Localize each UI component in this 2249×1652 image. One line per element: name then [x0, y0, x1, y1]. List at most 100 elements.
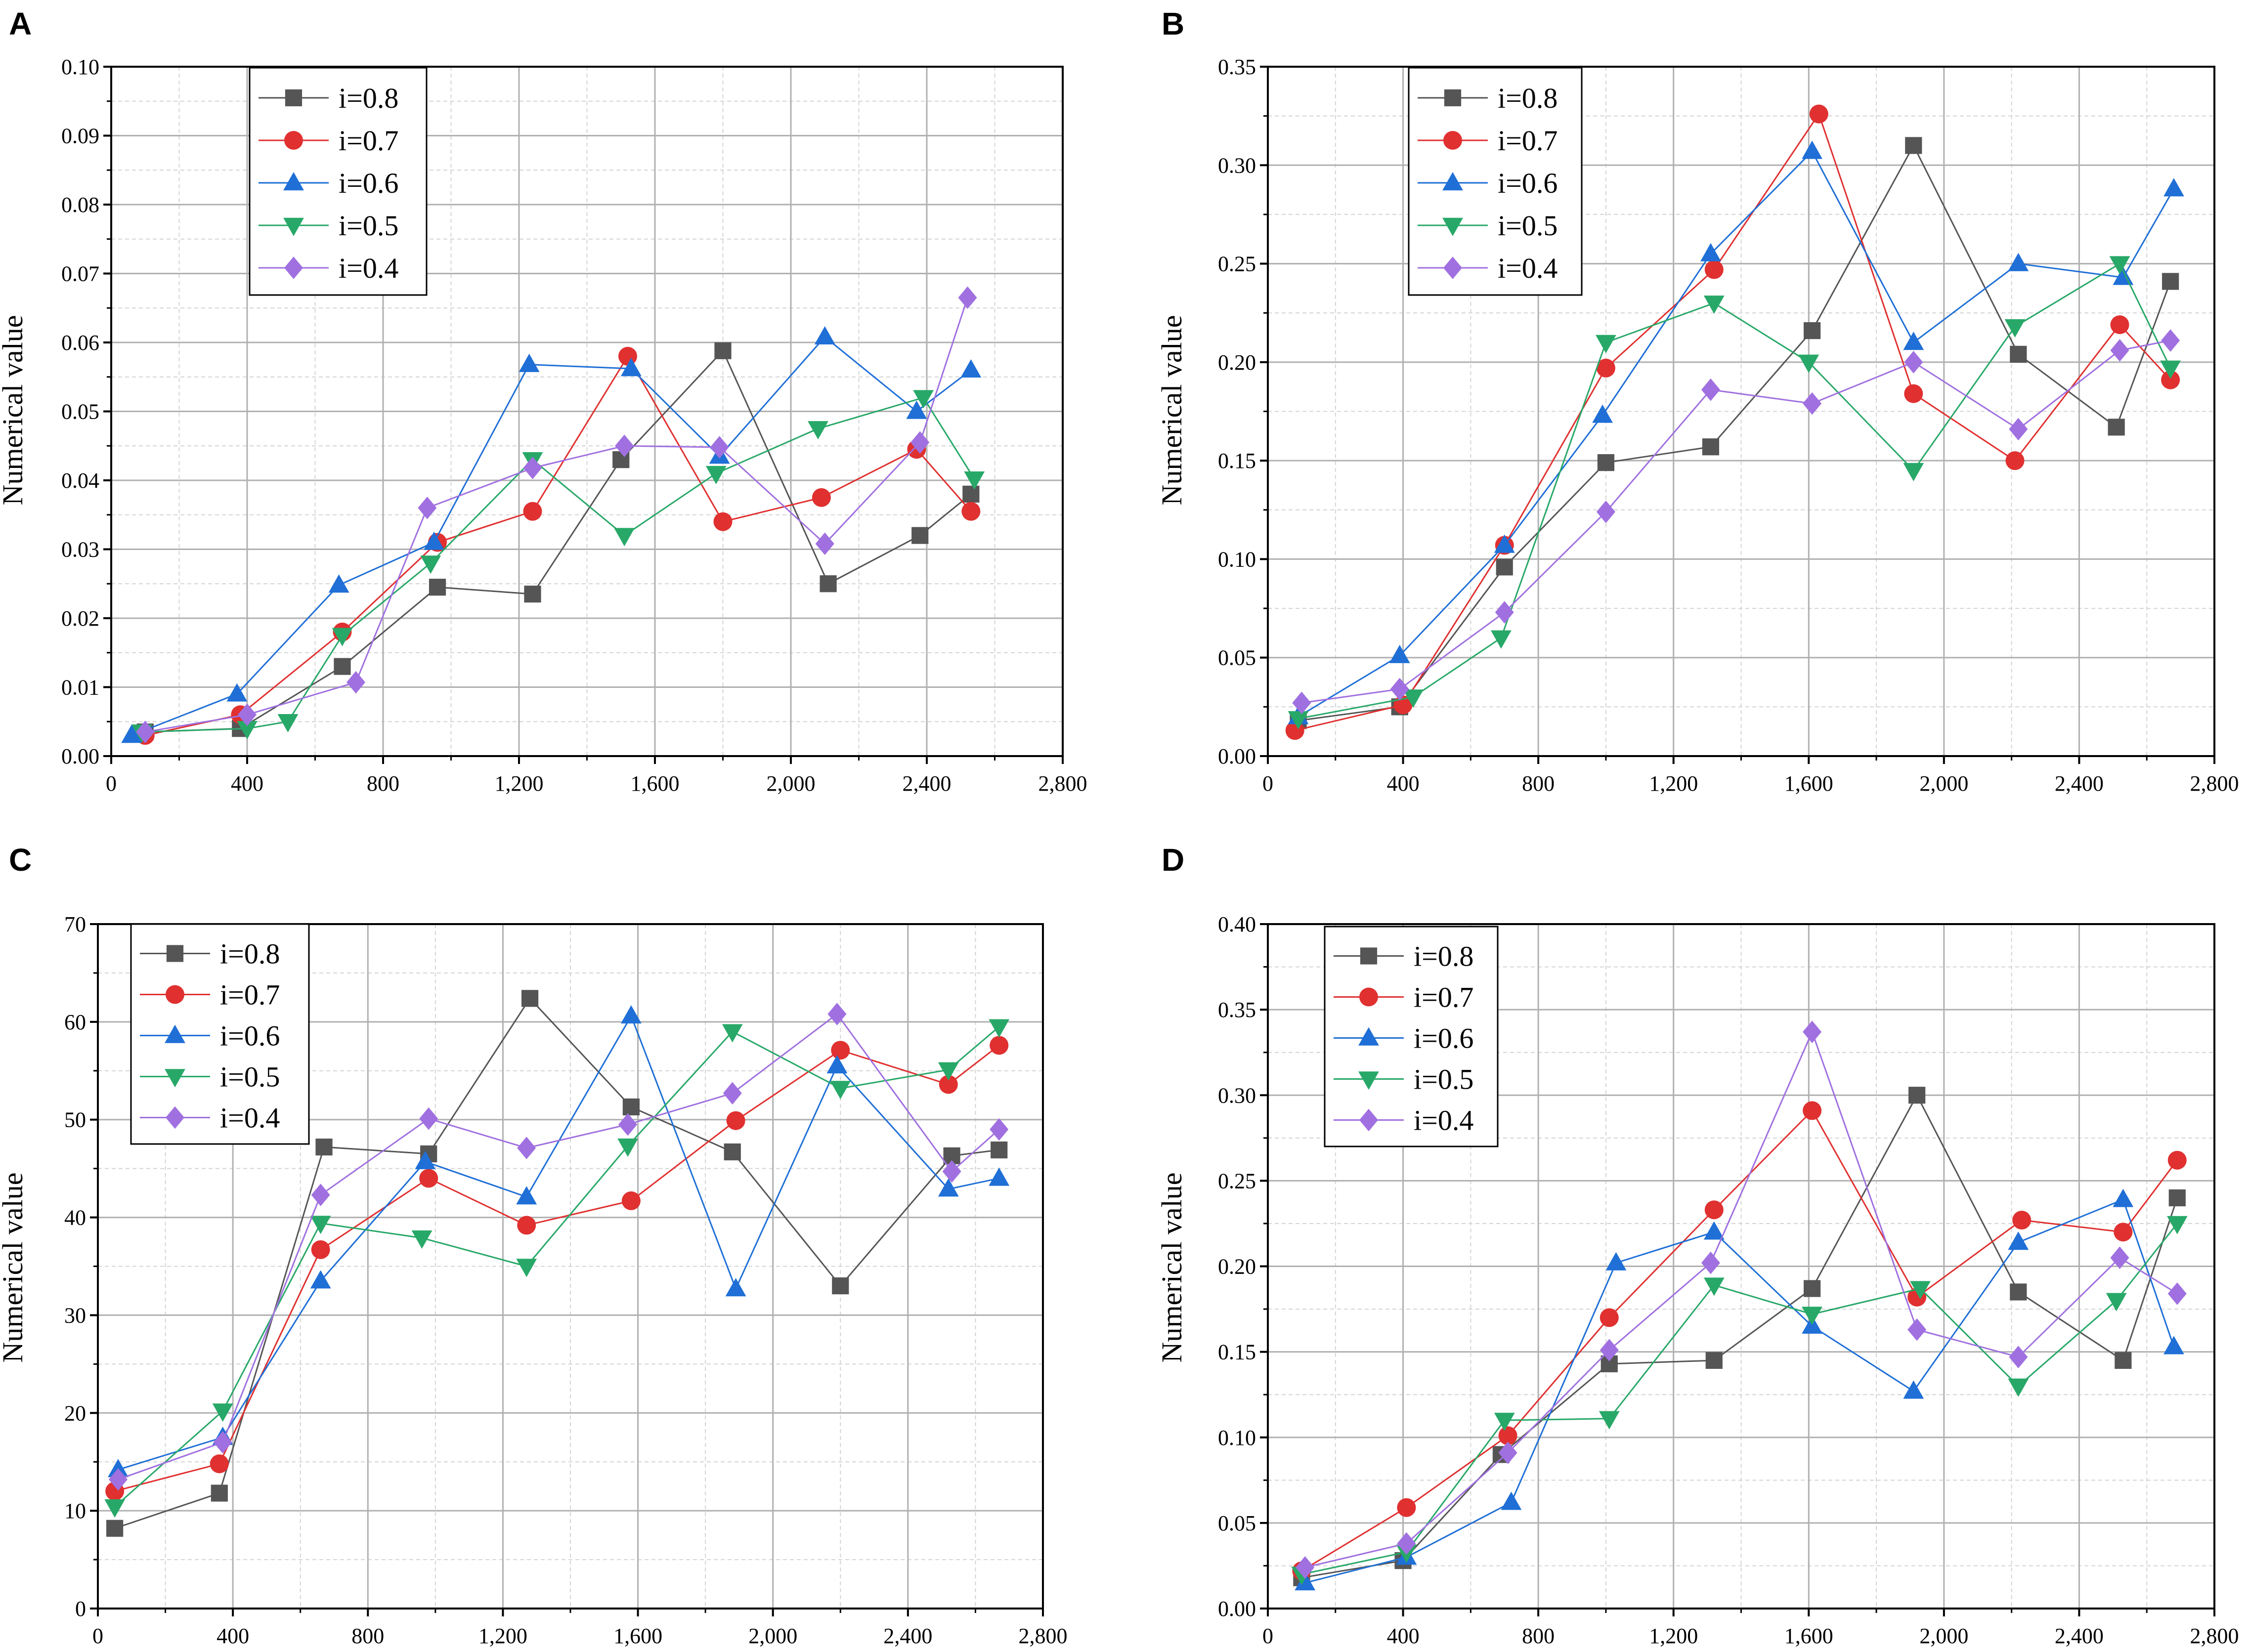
legend-label: i=0.6	[339, 167, 398, 199]
data-point	[332, 628, 353, 646]
data-point	[990, 1036, 1009, 1055]
data-point	[1495, 601, 1514, 624]
panel-letter: A	[9, 6, 32, 42]
series-i-0-5	[131, 390, 985, 743]
data-point	[726, 1111, 745, 1130]
y-tick-label: 0.35	[1218, 998, 1256, 1022]
data-point	[1700, 243, 1721, 261]
series-i-0-4	[1292, 329, 2180, 715]
data-point	[614, 528, 635, 547]
series-line	[118, 1013, 1000, 1481]
series-line	[1304, 1198, 2175, 1584]
legend-label: i=0.8	[220, 938, 280, 970]
data-point	[2008, 253, 2029, 271]
data-point	[1802, 1307, 1823, 1325]
data-point	[1592, 404, 1613, 423]
data-point	[913, 390, 934, 409]
data-point	[1397, 1532, 1416, 1555]
y-tick-label: 60	[64, 1010, 86, 1034]
data-point	[1703, 1221, 1725, 1240]
legend-box	[249, 67, 428, 296]
data-point	[1704, 1200, 1724, 1220]
data-point	[1596, 335, 1616, 353]
legend-label: i=0.6	[1498, 167, 1557, 199]
legend-label: i=0.4	[1414, 1104, 1473, 1137]
data-point	[419, 1107, 438, 1130]
data-point	[2009, 1346, 2028, 1368]
series-line	[145, 297, 968, 733]
series-line	[114, 1045, 1000, 1492]
series-line	[1301, 1109, 2178, 1572]
y-tick-label: 0.35	[1218, 55, 1256, 79]
series-i-0-7	[105, 1036, 1009, 1501]
data-point	[1496, 558, 1513, 576]
legend-marker	[284, 256, 303, 279]
series-i-0-5	[1288, 256, 2181, 730]
x-tick-label: 400	[1387, 1624, 1420, 1648]
series-line	[1298, 262, 2171, 720]
legend-label: i=0.7	[1414, 981, 1473, 1014]
y-tick-label: 0.15	[1218, 449, 1256, 473]
data-point	[620, 358, 642, 377]
data-point	[713, 512, 733, 531]
data-point	[420, 555, 441, 574]
series-line	[145, 354, 972, 736]
y-tick-label: 0.00	[1218, 1597, 1256, 1621]
series-i-0-5	[1291, 1216, 2188, 1585]
data-point	[415, 1150, 436, 1169]
series-line	[118, 1014, 999, 1471]
legend-box	[130, 923, 310, 1145]
x-tick-label: 1,600	[1784, 1624, 1833, 1648]
legend-marker	[1442, 172, 1463, 191]
data-point	[1704, 260, 1724, 279]
data-point	[418, 497, 437, 519]
data-point	[310, 1216, 331, 1234]
y-axis-title: Numerical value	[1156, 1173, 1188, 1363]
series-i-0-4	[135, 286, 977, 743]
data-point	[1905, 137, 1922, 154]
data-point	[2113, 1188, 2134, 1207]
data-point	[1904, 384, 1923, 403]
series-i-0-7	[135, 346, 981, 745]
data-point	[938, 1062, 959, 1081]
data-point	[523, 502, 542, 521]
data-point	[1599, 1411, 1620, 1430]
legend-marker	[165, 1069, 185, 1088]
data-point	[725, 1278, 746, 1297]
data-point	[1389, 644, 1410, 663]
x-tick-label: 2,800	[1019, 1624, 1068, 1648]
legend-label: i=0.4	[220, 1102, 280, 1134]
data-point	[211, 1484, 228, 1502]
y-tick-label: 30	[64, 1303, 86, 1327]
legend-label: i=0.5	[220, 1061, 280, 1093]
legend: i=0.8 i=0.7 i=0.6 i=0.5 i=0.4	[1324, 926, 1499, 1147]
data-point	[962, 485, 980, 503]
y-tick-label: 0.25	[1218, 252, 1256, 276]
data-point	[964, 471, 985, 490]
data-point	[832, 1277, 849, 1295]
x-tick-label: 2,400	[883, 1624, 932, 1648]
data-point	[1498, 1441, 1517, 1464]
series-line	[131, 336, 972, 736]
data-point	[1296, 1556, 1315, 1579]
legend-marker	[283, 217, 304, 236]
data-point	[1701, 378, 1720, 401]
data-point	[814, 326, 835, 345]
x-tick-label: 2,000	[748, 1624, 797, 1648]
data-point	[2167, 1150, 2187, 1170]
data-point	[621, 1005, 642, 1024]
data-point	[1703, 1277, 1725, 1296]
data-point	[1605, 1252, 1627, 1271]
data-point	[911, 527, 929, 544]
data-point	[2161, 370, 2180, 389]
legend: i=0.8 i=0.7 i=0.6 i=0.5 i=0.4	[249, 67, 428, 296]
panel-letter: C	[9, 842, 32, 878]
legend-marker	[1442, 217, 1463, 236]
series-line	[1301, 1094, 2178, 1579]
data-point	[1701, 1251, 1720, 1274]
x-tick-label: 800	[1522, 1624, 1555, 1648]
data-point	[346, 671, 365, 694]
y-tick-label: 20	[64, 1401, 86, 1425]
data-point	[411, 1230, 432, 1249]
data-point	[1494, 534, 1515, 553]
